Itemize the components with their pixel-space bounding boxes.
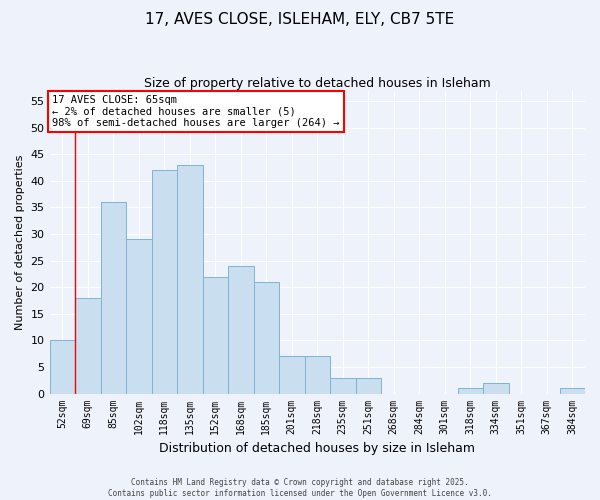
Bar xyxy=(152,170,177,394)
Bar xyxy=(305,356,330,394)
Bar xyxy=(228,266,254,394)
Bar xyxy=(101,202,126,394)
Bar xyxy=(356,378,381,394)
Bar xyxy=(75,298,101,394)
Title: Size of property relative to detached houses in Isleham: Size of property relative to detached ho… xyxy=(144,78,491,90)
Bar xyxy=(279,356,305,394)
Bar xyxy=(458,388,483,394)
Text: Contains HM Land Registry data © Crown copyright and database right 2025.
Contai: Contains HM Land Registry data © Crown c… xyxy=(108,478,492,498)
Bar xyxy=(50,340,75,394)
Bar xyxy=(330,378,356,394)
Bar xyxy=(483,383,509,394)
Bar xyxy=(126,240,152,394)
Text: 17 AVES CLOSE: 65sqm
← 2% of detached houses are smaller (5)
98% of semi-detache: 17 AVES CLOSE: 65sqm ← 2% of detached ho… xyxy=(52,95,340,128)
Bar xyxy=(203,276,228,394)
Bar xyxy=(177,165,203,394)
Y-axis label: Number of detached properties: Number of detached properties xyxy=(15,154,25,330)
Text: 17, AVES CLOSE, ISLEHAM, ELY, CB7 5TE: 17, AVES CLOSE, ISLEHAM, ELY, CB7 5TE xyxy=(145,12,455,28)
Bar xyxy=(560,388,585,394)
X-axis label: Distribution of detached houses by size in Isleham: Distribution of detached houses by size … xyxy=(159,442,475,455)
Bar xyxy=(254,282,279,394)
